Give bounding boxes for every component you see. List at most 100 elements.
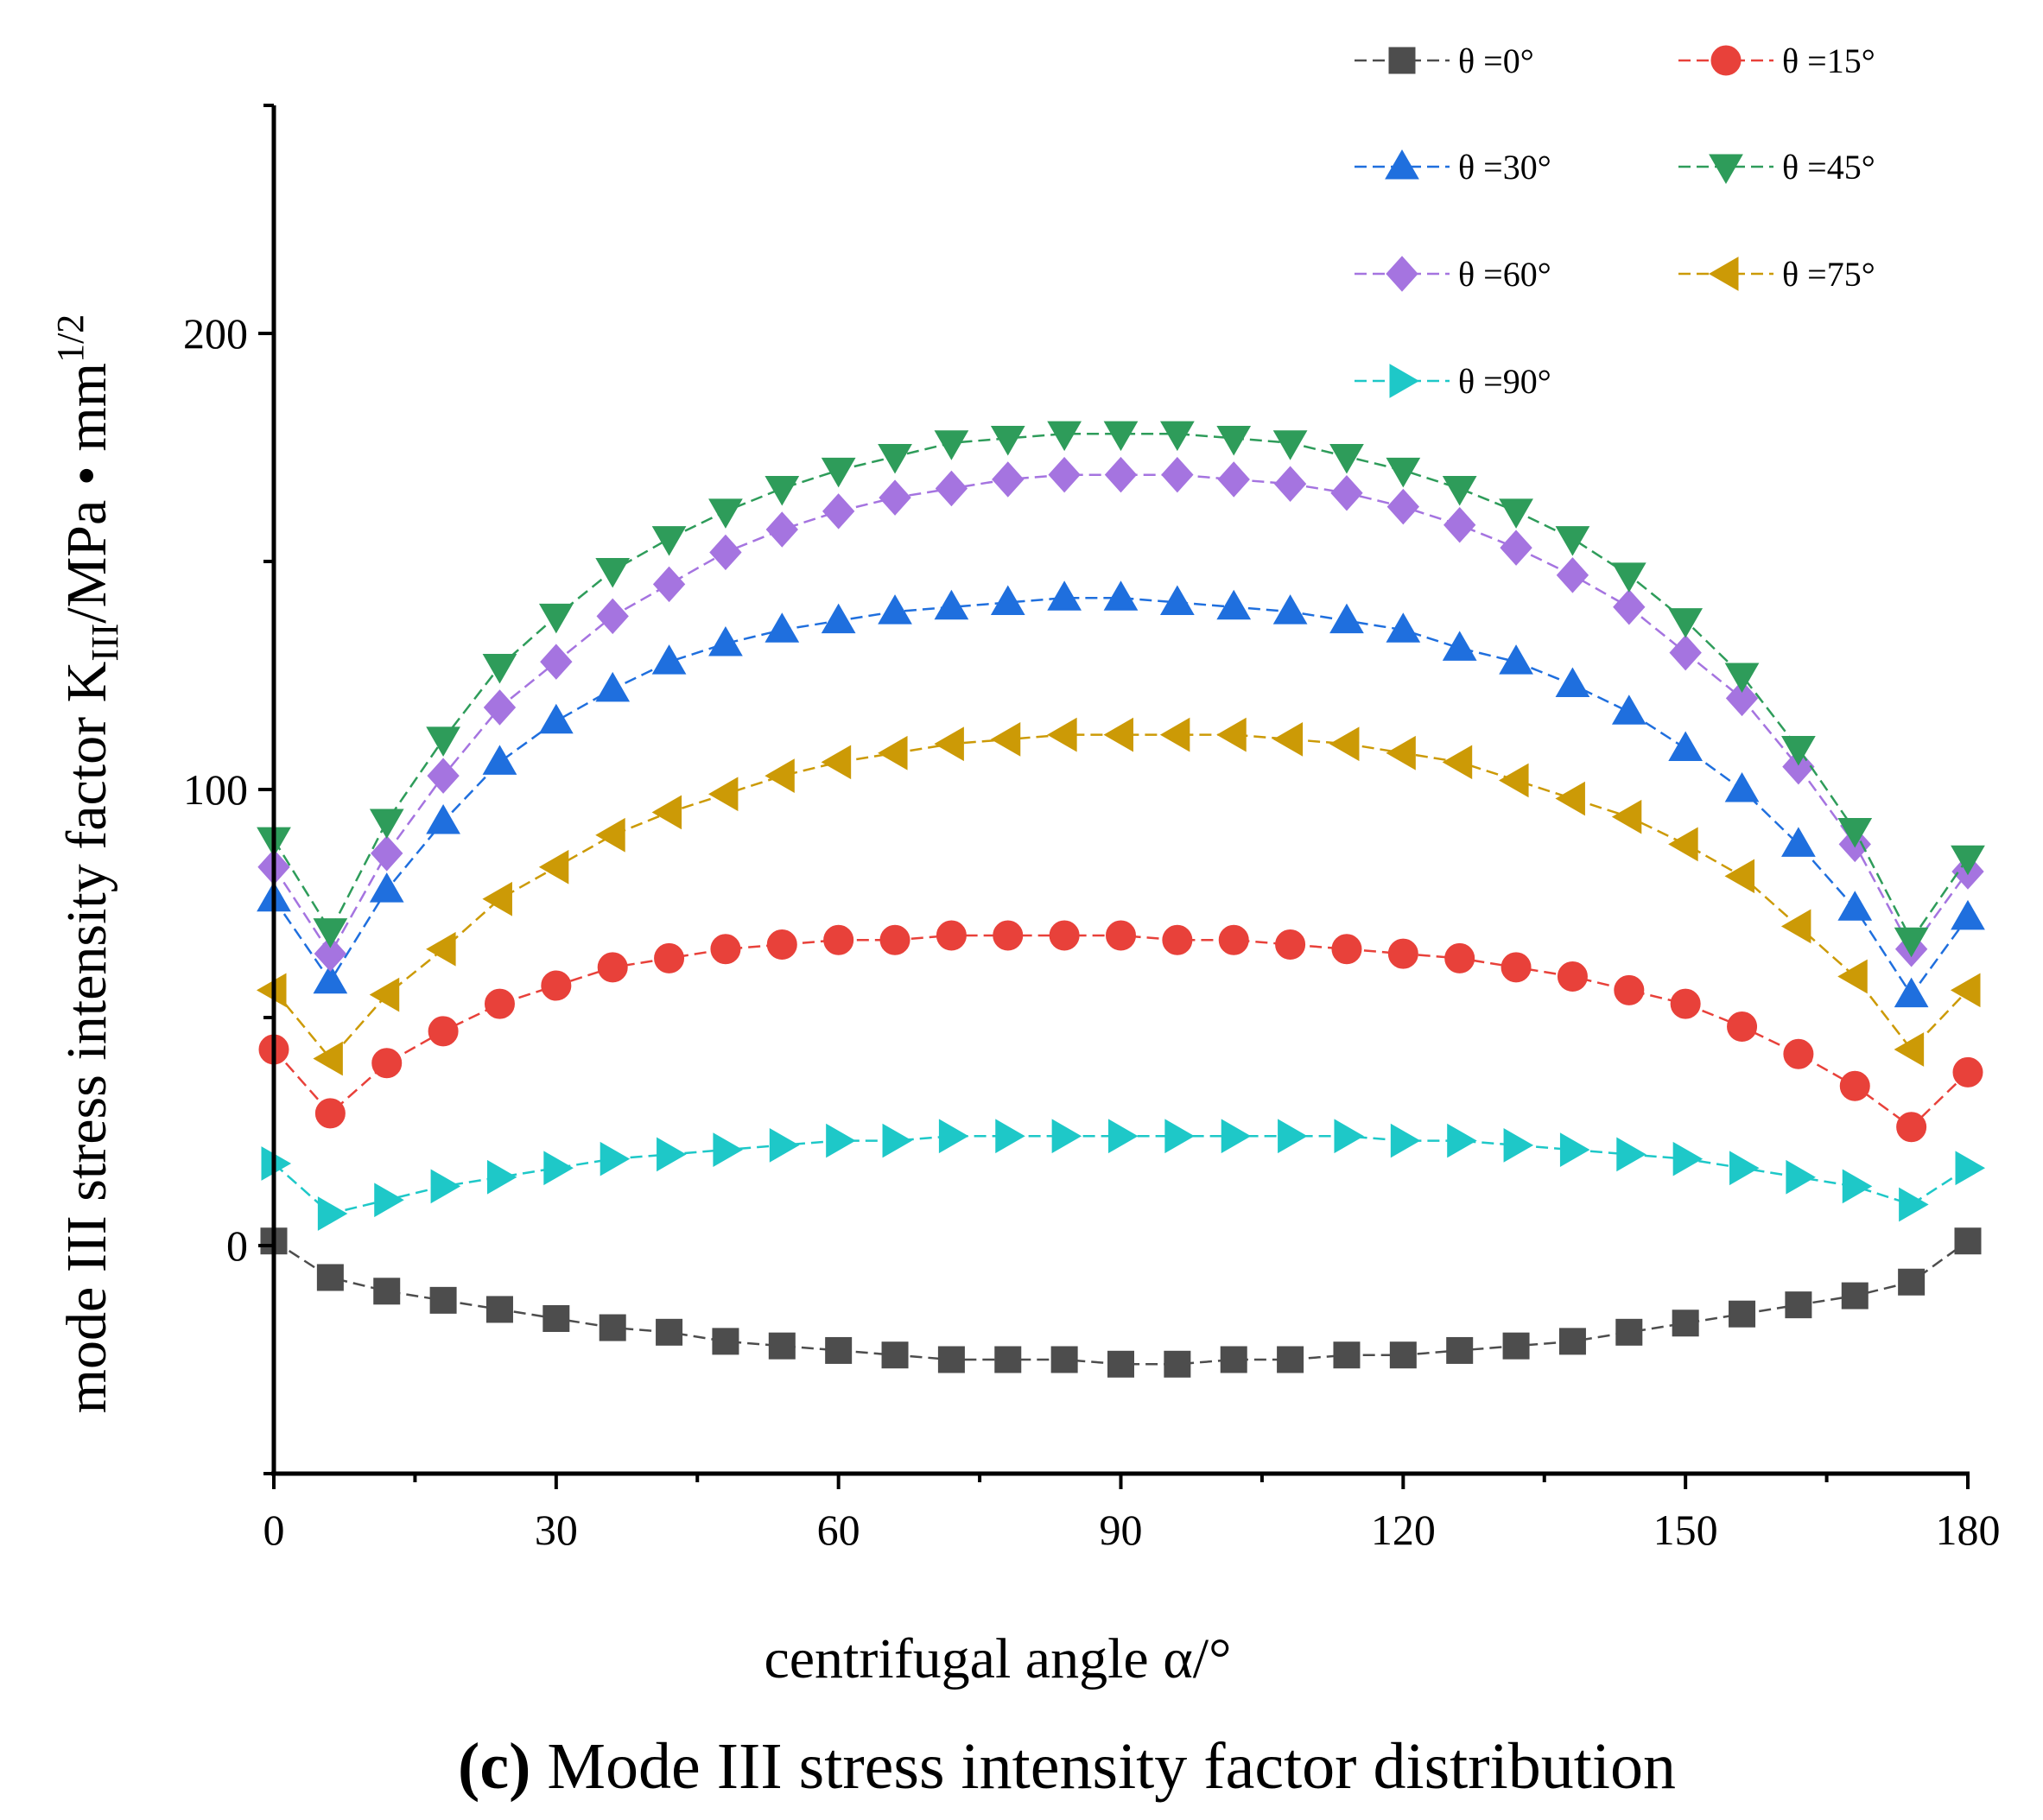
data-point (1502, 1332, 1530, 1360)
data-point (993, 920, 1024, 951)
data-point (651, 644, 687, 675)
legend-item: θ =60° (1355, 255, 1551, 294)
data-point (1221, 1119, 1252, 1154)
data-point (994, 1346, 1022, 1373)
data-point (654, 942, 685, 973)
legend-label: θ =75° (1782, 255, 1875, 294)
data-point (1781, 735, 1816, 766)
data-point (540, 644, 573, 680)
data-point (1670, 988, 1701, 1019)
series-5 (256, 717, 1981, 1076)
legend-marker (1389, 364, 1420, 398)
data-point (1954, 1227, 1982, 1255)
data-point (765, 511, 798, 548)
data-point (1160, 421, 1195, 452)
data-point (429, 1286, 457, 1314)
data-point (538, 849, 569, 885)
data-point (1164, 1119, 1195, 1154)
data-point (1955, 1151, 1986, 1186)
data-point (541, 970, 572, 1001)
data-point (1447, 1123, 1477, 1158)
data-point (1894, 977, 1929, 1008)
data-point (595, 558, 631, 588)
data-point (1896, 1112, 1927, 1143)
data-point (1047, 717, 1077, 752)
data-point (542, 1304, 570, 1332)
data-point (1499, 498, 1533, 529)
data-point (1499, 644, 1533, 675)
data-point (1724, 771, 1760, 802)
data-point (768, 1332, 796, 1360)
legend-marker (1385, 149, 1419, 180)
data-point (1389, 1341, 1417, 1369)
data-point (1220, 1346, 1247, 1373)
x-tick-label: 30 (535, 1506, 578, 1554)
series-3 (257, 421, 1985, 958)
data-point (1668, 731, 1704, 761)
series-1 (258, 920, 1983, 1143)
data-point (881, 1341, 909, 1369)
data-point (1499, 763, 1529, 798)
data-point (1556, 557, 1589, 593)
data-point (595, 817, 625, 853)
data-point (1785, 1291, 1812, 1319)
data-point (1329, 603, 1364, 634)
data-point (878, 735, 908, 770)
data-point (992, 461, 1025, 498)
data-point (1780, 909, 1811, 944)
data-point (1951, 899, 1985, 930)
data-point (1500, 530, 1532, 566)
series-line (272, 432, 1970, 942)
data-point (1950, 973, 1981, 1008)
plot-area (256, 421, 1986, 1378)
data-point (1724, 663, 1760, 694)
legend-label: θ =30° (1458, 148, 1551, 187)
data-point (1837, 959, 1868, 994)
data-point (1329, 726, 1360, 762)
data-point (1047, 580, 1082, 611)
data-point (1555, 526, 1590, 556)
data-point (313, 963, 348, 994)
data-point (713, 1132, 743, 1167)
legend-label: θ =45° (1782, 148, 1875, 187)
legend-marker (1709, 154, 1743, 185)
data-point (483, 689, 517, 726)
data-point (656, 1318, 683, 1346)
y-axis-title-subscript: III (84, 624, 126, 662)
data-point (1842, 1169, 1873, 1204)
y-axis-title: mode III stress intensity factor KIII/MP… (49, 314, 126, 1414)
data-point (369, 872, 404, 903)
data-point (708, 626, 743, 656)
data-point (1555, 781, 1585, 816)
data-point (1334, 1119, 1364, 1154)
data-point (427, 758, 460, 794)
data-point (1952, 1056, 1983, 1088)
x-tick-label: 90 (1100, 1506, 1143, 1554)
data-point (314, 1098, 346, 1129)
series-line (273, 733, 1969, 1061)
data-point (938, 1119, 969, 1154)
data-point (1616, 1137, 1646, 1172)
data-point (1277, 1346, 1304, 1373)
data-point (426, 726, 460, 757)
data-point (1724, 859, 1755, 894)
data-point (765, 612, 800, 643)
data-point (766, 929, 797, 961)
data-point (373, 1278, 401, 1305)
data-point (652, 566, 686, 603)
data-point (1216, 425, 1252, 456)
data-point (1216, 589, 1252, 620)
data-point (1108, 1119, 1139, 1154)
data-point (1050, 1346, 1078, 1373)
data-point (1390, 1123, 1421, 1158)
data-point (1278, 1119, 1308, 1154)
data-point (1442, 476, 1477, 506)
data-point (1047, 421, 1082, 452)
y-tick-label: 200 (183, 309, 248, 358)
data-point (597, 952, 628, 983)
data-point (1669, 634, 1702, 671)
data-point (1781, 827, 1816, 857)
data-point (1783, 1038, 1814, 1069)
data-point (1387, 938, 1418, 969)
data-point (1333, 1341, 1361, 1369)
